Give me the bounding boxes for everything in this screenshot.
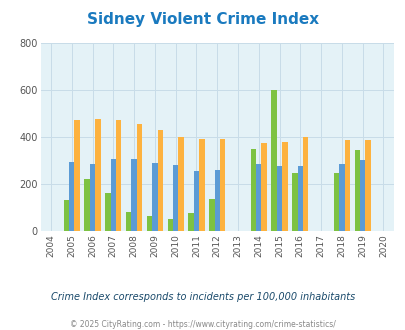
Bar (131, 159, 136, 231)
Bar (281, 142, 287, 231)
Text: Sidney Violent Crime Index: Sidney Violent Crime Index (87, 12, 318, 26)
Bar (302, 137, 308, 231)
Bar (297, 166, 302, 231)
Bar (198, 139, 204, 231)
Bar (359, 160, 364, 231)
Bar (364, 141, 370, 231)
Bar (167, 219, 173, 231)
Bar (333, 173, 338, 231)
Bar (344, 141, 349, 231)
Bar (292, 173, 297, 231)
Bar (69, 162, 74, 231)
Bar (261, 143, 266, 231)
Bar (64, 200, 69, 231)
Bar (178, 137, 183, 231)
Bar (209, 199, 214, 231)
Bar (105, 193, 110, 231)
Bar (152, 163, 157, 231)
Bar (220, 139, 225, 231)
Bar (188, 214, 193, 231)
Bar (84, 179, 90, 231)
Bar (90, 164, 95, 231)
Bar (250, 149, 256, 231)
Bar (95, 119, 100, 231)
Bar (256, 164, 261, 231)
Bar (354, 150, 359, 231)
Text: © 2025 CityRating.com - https://www.cityrating.com/crime-statistics/: © 2025 CityRating.com - https://www.city… (70, 320, 335, 329)
Bar (271, 90, 276, 231)
Bar (147, 216, 152, 231)
Text: Crime Index corresponds to incidents per 100,000 inhabitants: Crime Index corresponds to incidents per… (51, 292, 354, 302)
Bar (157, 130, 162, 231)
Bar (276, 166, 281, 231)
Bar (214, 170, 220, 231)
Bar (74, 120, 80, 231)
Bar (116, 120, 121, 231)
Bar (110, 159, 116, 231)
Bar (338, 164, 344, 231)
Bar (126, 212, 131, 231)
Bar (136, 124, 142, 231)
Bar (173, 165, 178, 231)
Bar (193, 171, 198, 231)
